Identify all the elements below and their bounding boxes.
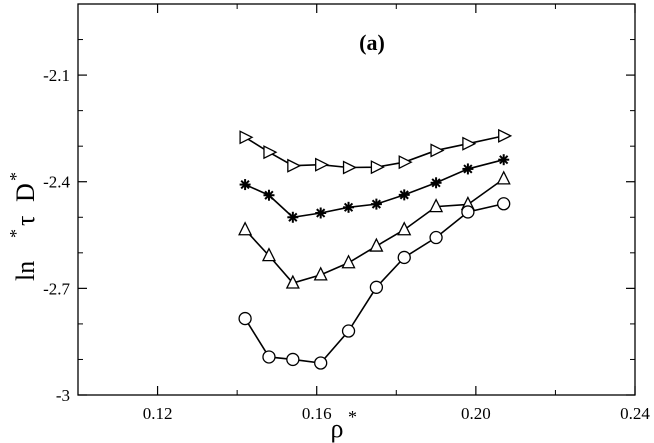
asterisk-stroke <box>431 178 441 188</box>
asterisk-stroke <box>463 164 473 174</box>
data-point-triangle-right <box>462 136 477 151</box>
data-point-circle <box>286 352 300 367</box>
data-point-triangle-up <box>261 247 277 262</box>
data-point-triangle-right <box>263 145 278 160</box>
data-point-circle <box>429 230 443 245</box>
data-point-asterisk <box>239 179 251 191</box>
data-point-triangle-right <box>315 157 330 172</box>
data-point-asterisk <box>343 201 355 213</box>
data-point-triangle-up <box>238 221 253 236</box>
y-tick-label: -2.1 <box>43 66 70 85</box>
asterisk-stroke <box>371 199 381 209</box>
series-circle <box>238 197 511 370</box>
data-point-asterisk <box>398 189 410 201</box>
data-point-asterisk <box>498 154 510 166</box>
x-axis-label-main: ρ <box>331 414 344 443</box>
data-point-triangle-up <box>429 198 444 213</box>
data-point-triangle-up <box>397 221 412 236</box>
data-point-triangle-right <box>342 160 357 175</box>
tick-marks <box>78 4 636 396</box>
data-point-triangle-right <box>239 130 254 145</box>
data-point-circle <box>369 280 384 294</box>
x-tick-label: 0.16 <box>302 404 332 423</box>
data-point-asterisk <box>287 211 299 223</box>
data-point-triangle-right <box>498 128 513 143</box>
y-axis-label: ln * τ D * <box>6 172 40 281</box>
data-point-circle <box>314 356 328 370</box>
data-point-triangle-right <box>370 160 385 175</box>
data-point-asterisk <box>315 207 327 219</box>
tick-labels: 0.12 0.16 0.20 0.24 -3 -2.7 -2.4 -2.1 <box>43 66 650 423</box>
x-tick-label: 0.20 <box>461 404 491 423</box>
y-tick-label: -3 <box>56 386 70 405</box>
data-point-asterisk <box>263 189 275 201</box>
data-point-asterisk <box>370 198 382 210</box>
x-tick-label: 0.24 <box>620 404 650 423</box>
x-axis-label-sup: * <box>348 407 357 427</box>
y-axis-label-d: D <box>11 183 40 202</box>
data-point-triangle-up <box>369 237 384 252</box>
y-axis-label-sup-2: * <box>6 172 26 181</box>
series-line <box>244 158 504 219</box>
data-point-circle <box>341 324 356 338</box>
asterisk-stroke <box>316 208 326 218</box>
asterisk-stroke <box>240 179 250 190</box>
asterisk-stroke <box>288 212 298 222</box>
y-axis-label-tau: τ <box>11 216 40 226</box>
asterisk-stroke <box>399 190 409 200</box>
data-series <box>238 128 513 370</box>
plot-frame <box>77 3 636 396</box>
series-line <box>244 135 504 169</box>
series-line <box>244 202 504 364</box>
data-point-triangle-right <box>287 158 302 173</box>
data-point-circle <box>238 311 252 326</box>
data-point-circle <box>497 197 511 211</box>
data-point-circle <box>262 350 276 364</box>
data-point-asterisk <box>430 177 442 189</box>
y-tick-label: -2.7 <box>43 279 70 298</box>
x-tick-label: 0.12 <box>143 404 173 423</box>
panel-label: (a) <box>359 30 385 55</box>
data-point-asterisk <box>462 163 474 175</box>
data-point-triangle-right <box>430 143 445 158</box>
data-point-circle <box>461 205 475 219</box>
data-point-triangle-up <box>341 254 356 269</box>
series-triangle-up <box>238 170 511 289</box>
data-point-triangle-up <box>313 266 328 281</box>
data-point-triangle-up <box>285 274 300 289</box>
asterisk-stroke <box>499 155 509 165</box>
series-line <box>244 178 505 284</box>
y-axis-label-ln: ln <box>11 261 40 281</box>
series-triangle-right <box>239 128 513 175</box>
y-axis-label-sup-1: * <box>6 229 26 238</box>
asterisk-stroke <box>264 190 274 200</box>
x-axis-label: ρ * <box>331 407 357 443</box>
data-point-circle <box>397 250 411 265</box>
y-tick-label: -2.4 <box>43 173 70 192</box>
data-point-triangle-up <box>496 170 511 185</box>
series-asterisk <box>239 154 510 223</box>
data-point-triangle-right <box>398 155 413 170</box>
asterisk-stroke <box>343 202 354 212</box>
